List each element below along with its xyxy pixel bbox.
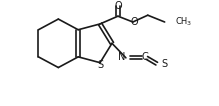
- Text: S: S: [162, 59, 168, 69]
- Text: O: O: [114, 1, 122, 11]
- Text: S: S: [97, 60, 103, 70]
- Text: C: C: [142, 52, 148, 62]
- Text: 3: 3: [187, 21, 191, 26]
- Text: N: N: [118, 52, 125, 62]
- Text: CH: CH: [175, 17, 188, 26]
- Text: O: O: [130, 17, 138, 27]
